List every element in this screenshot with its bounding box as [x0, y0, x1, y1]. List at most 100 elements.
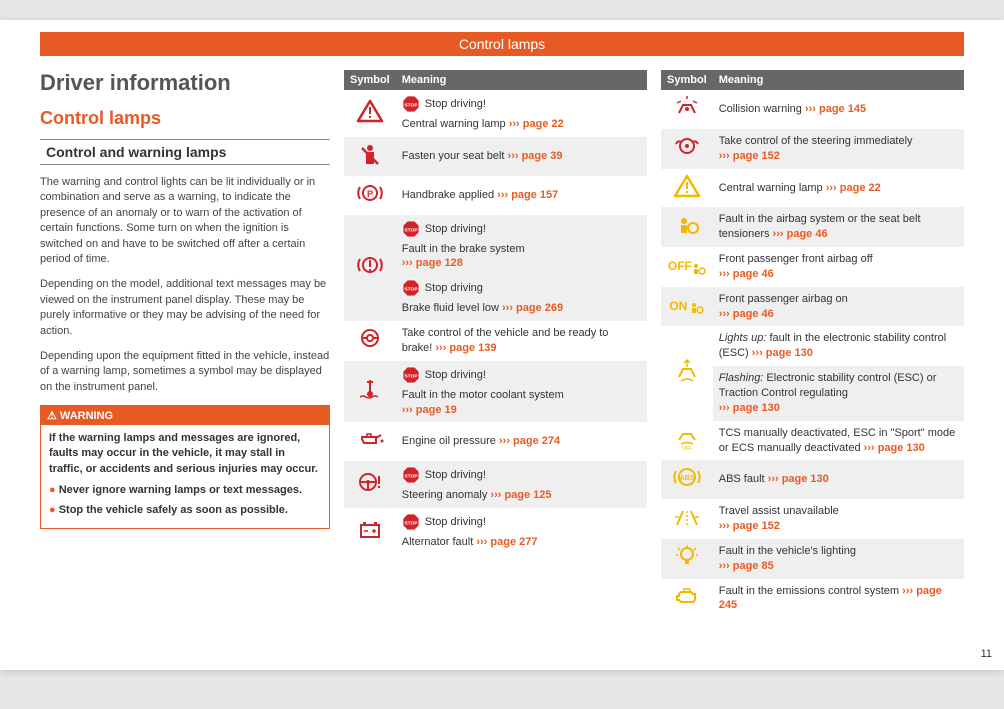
page-ref: ››› page 22 [826, 182, 881, 194]
table-row: OFF Front passenger front airbag off ››› … [661, 247, 964, 287]
brake-warning-icon [356, 253, 384, 277]
stop-icon [402, 513, 420, 531]
table-row: Central warning lamp ››› page 22 [661, 169, 964, 208]
steering-icon [356, 470, 384, 494]
page-ref: ››› page 277 [476, 536, 537, 548]
cell-text: Flashing: [719, 372, 764, 384]
cell-text: Stop driving! [425, 369, 486, 381]
section-title: Driver information [40, 70, 330, 96]
table-row: Engine oil pressure ››› page 274 [344, 422, 647, 461]
cell-text: Front passenger front airbag off [719, 253, 873, 265]
content-columns: Driver information Control lamps Control… [0, 56, 1004, 648]
table-row: Stop driving! Central warning lamp ››› p… [344, 90, 647, 137]
cell-text: Take control of the vehicle and be ready… [402, 327, 609, 354]
warning-triangle-icon [356, 99, 384, 123]
page-ref: ››› page 152 [719, 520, 780, 532]
table-row: Handbrake applied ››› page 157 [344, 176, 647, 215]
coolant-icon [356, 377, 384, 401]
page-ref: ››› page 125 [490, 489, 551, 501]
page-ref: ››› page 130 [864, 442, 925, 454]
take-control-icon [356, 326, 384, 350]
warning-bullet: Stop the vehicle safely as soon as possi… [49, 503, 321, 518]
table-row: ABS fault ››› page 130 [661, 460, 964, 499]
warning-head: ⚠ WARNING [41, 406, 329, 425]
page-ref: ››› page 19 [402, 404, 457, 416]
table-header-row: Symbol Meaning [344, 70, 647, 90]
page-ref: ››› page 39 [508, 150, 563, 162]
cell-text: Take control of the steering immediately [719, 135, 913, 147]
table-row: Fasten your seat belt ››› page 39 [344, 137, 647, 176]
manual-page: Control lamps Driver information Control… [0, 20, 1004, 670]
steering-hands-icon [673, 134, 701, 158]
cell-text: Stop driving! [425, 222, 486, 234]
stop-icon [402, 220, 420, 238]
esc-icon [673, 359, 701, 383]
page-ref: ››› page 128 [402, 257, 463, 269]
cell-text: Alternator fault [402, 536, 474, 548]
cell-text: Stop driving! [425, 516, 486, 528]
table-row: Stop driving! Alternator fault ››› page … [344, 508, 647, 555]
cell-text: Lights up: [719, 332, 767, 344]
col-meaning: Meaning [713, 70, 964, 90]
table-row: Stop driving! Fault in the motor coolant… [344, 361, 647, 423]
page-ref: ››› page 269 [502, 302, 563, 314]
cell-text: Central warning lamp [402, 118, 506, 130]
cell-text: Steering anomaly [402, 489, 488, 501]
battery-icon [356, 517, 384, 541]
cell-text: Fault in the vehicle's lighting [719, 545, 856, 557]
engine-icon [673, 584, 701, 608]
warning-bullet: Never ignore warning lamps or text messa… [49, 483, 321, 498]
stop-icon [402, 95, 420, 113]
page-ref: ››› page 46 [719, 308, 774, 320]
page-header: Control lamps [40, 32, 964, 56]
cell-text: Travel assist unavailable [719, 505, 839, 517]
table-row: Stop driving! Steering anomaly ››› page … [344, 461, 647, 508]
page-ref: ››› page 46 [719, 268, 774, 280]
left-column: Driver information Control lamps Control… [40, 70, 330, 618]
page-ref: ››› page 130 [752, 347, 813, 359]
cell-text: Fault in the motor coolant system [402, 389, 564, 401]
table-row: Take control of the vehicle and be ready… [344, 321, 647, 361]
subsection-title: Control lamps [40, 108, 330, 129]
table-row: Fault in the emissions control system ››… [661, 579, 964, 619]
travel-assist-icon [673, 505, 701, 529]
cell-text: Engine oil pressure [402, 435, 496, 447]
page-ref: ››› page 46 [773, 228, 828, 240]
middle-column: Symbol Meaning Stop driving! Central war… [344, 70, 647, 618]
table-row: Stop driving! Fault in the brake system›… [344, 215, 647, 322]
table-header-row: Symbol Meaning [661, 70, 964, 90]
cell-text: Handbrake applied [402, 189, 494, 201]
lamp-table-2: Symbol Meaning Collision warning ››› pag… [661, 70, 964, 618]
page-ref: ››› page 22 [509, 118, 564, 130]
abs-icon [673, 465, 701, 489]
page-ref: ››› page 139 [435, 342, 496, 354]
body-paragraph: Depending upon the equipment fitted in t… [40, 349, 330, 395]
table-row: Fault in the airbag system or the seat b… [661, 207, 964, 247]
table-row: Collision warning ››› page 145 [661, 90, 964, 129]
cell-text: Stop driving [425, 282, 483, 294]
cell-text: Central warning lamp [719, 182, 823, 194]
oil-pressure-icon [356, 427, 384, 451]
body-paragraph: The warning and control lights can be li… [40, 175, 330, 267]
right-column: Symbol Meaning Collision warning ››› pag… [661, 70, 964, 618]
warning-box: ⚠ WARNING If the warning lamps and messa… [40, 405, 330, 529]
warning-body: If the warning lamps and messages are ig… [41, 425, 329, 528]
table-row: Fault in the vehicle's lighting››› page … [661, 539, 964, 579]
cell-text: Stop driving! [425, 469, 486, 481]
cell-text: ABS fault [719, 473, 765, 485]
on-label-icon: ON [661, 287, 713, 327]
page-ref: ››› page 274 [499, 435, 560, 447]
page-ref: ››› page 130 [768, 473, 829, 485]
col-symbol: Symbol [344, 70, 396, 90]
collision-icon [673, 95, 701, 119]
page-ref: ››› page 145 [805, 103, 866, 115]
airbag-icon [673, 213, 701, 237]
seatbelt-icon [356, 142, 384, 166]
esc-off-icon [673, 426, 701, 450]
col-symbol: Symbol [661, 70, 713, 90]
table-row: TCS manually deactivated, ESC in "Sport"… [661, 421, 964, 461]
off-label-icon: OFF [661, 247, 713, 287]
stop-icon [402, 366, 420, 384]
page-number: 11 [0, 648, 1004, 670]
lamp-table-1: Symbol Meaning Stop driving! Central war… [344, 70, 647, 555]
